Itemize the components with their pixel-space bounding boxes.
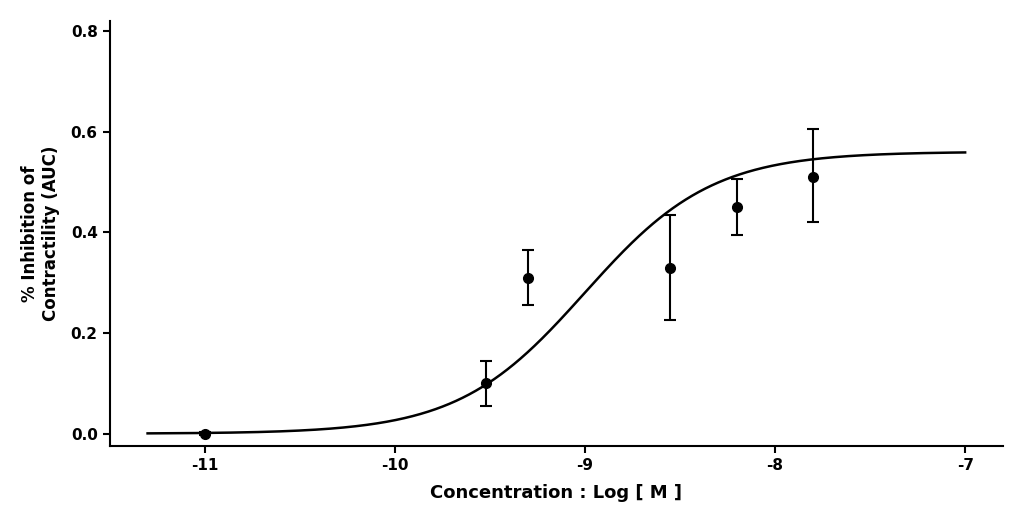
- X-axis label: Concentration : Log [ M ]: Concentration : Log [ M ]: [430, 484, 682, 502]
- Y-axis label: % Inhibition of
Contractility (AUC): % Inhibition of Contractility (AUC): [20, 146, 59, 321]
